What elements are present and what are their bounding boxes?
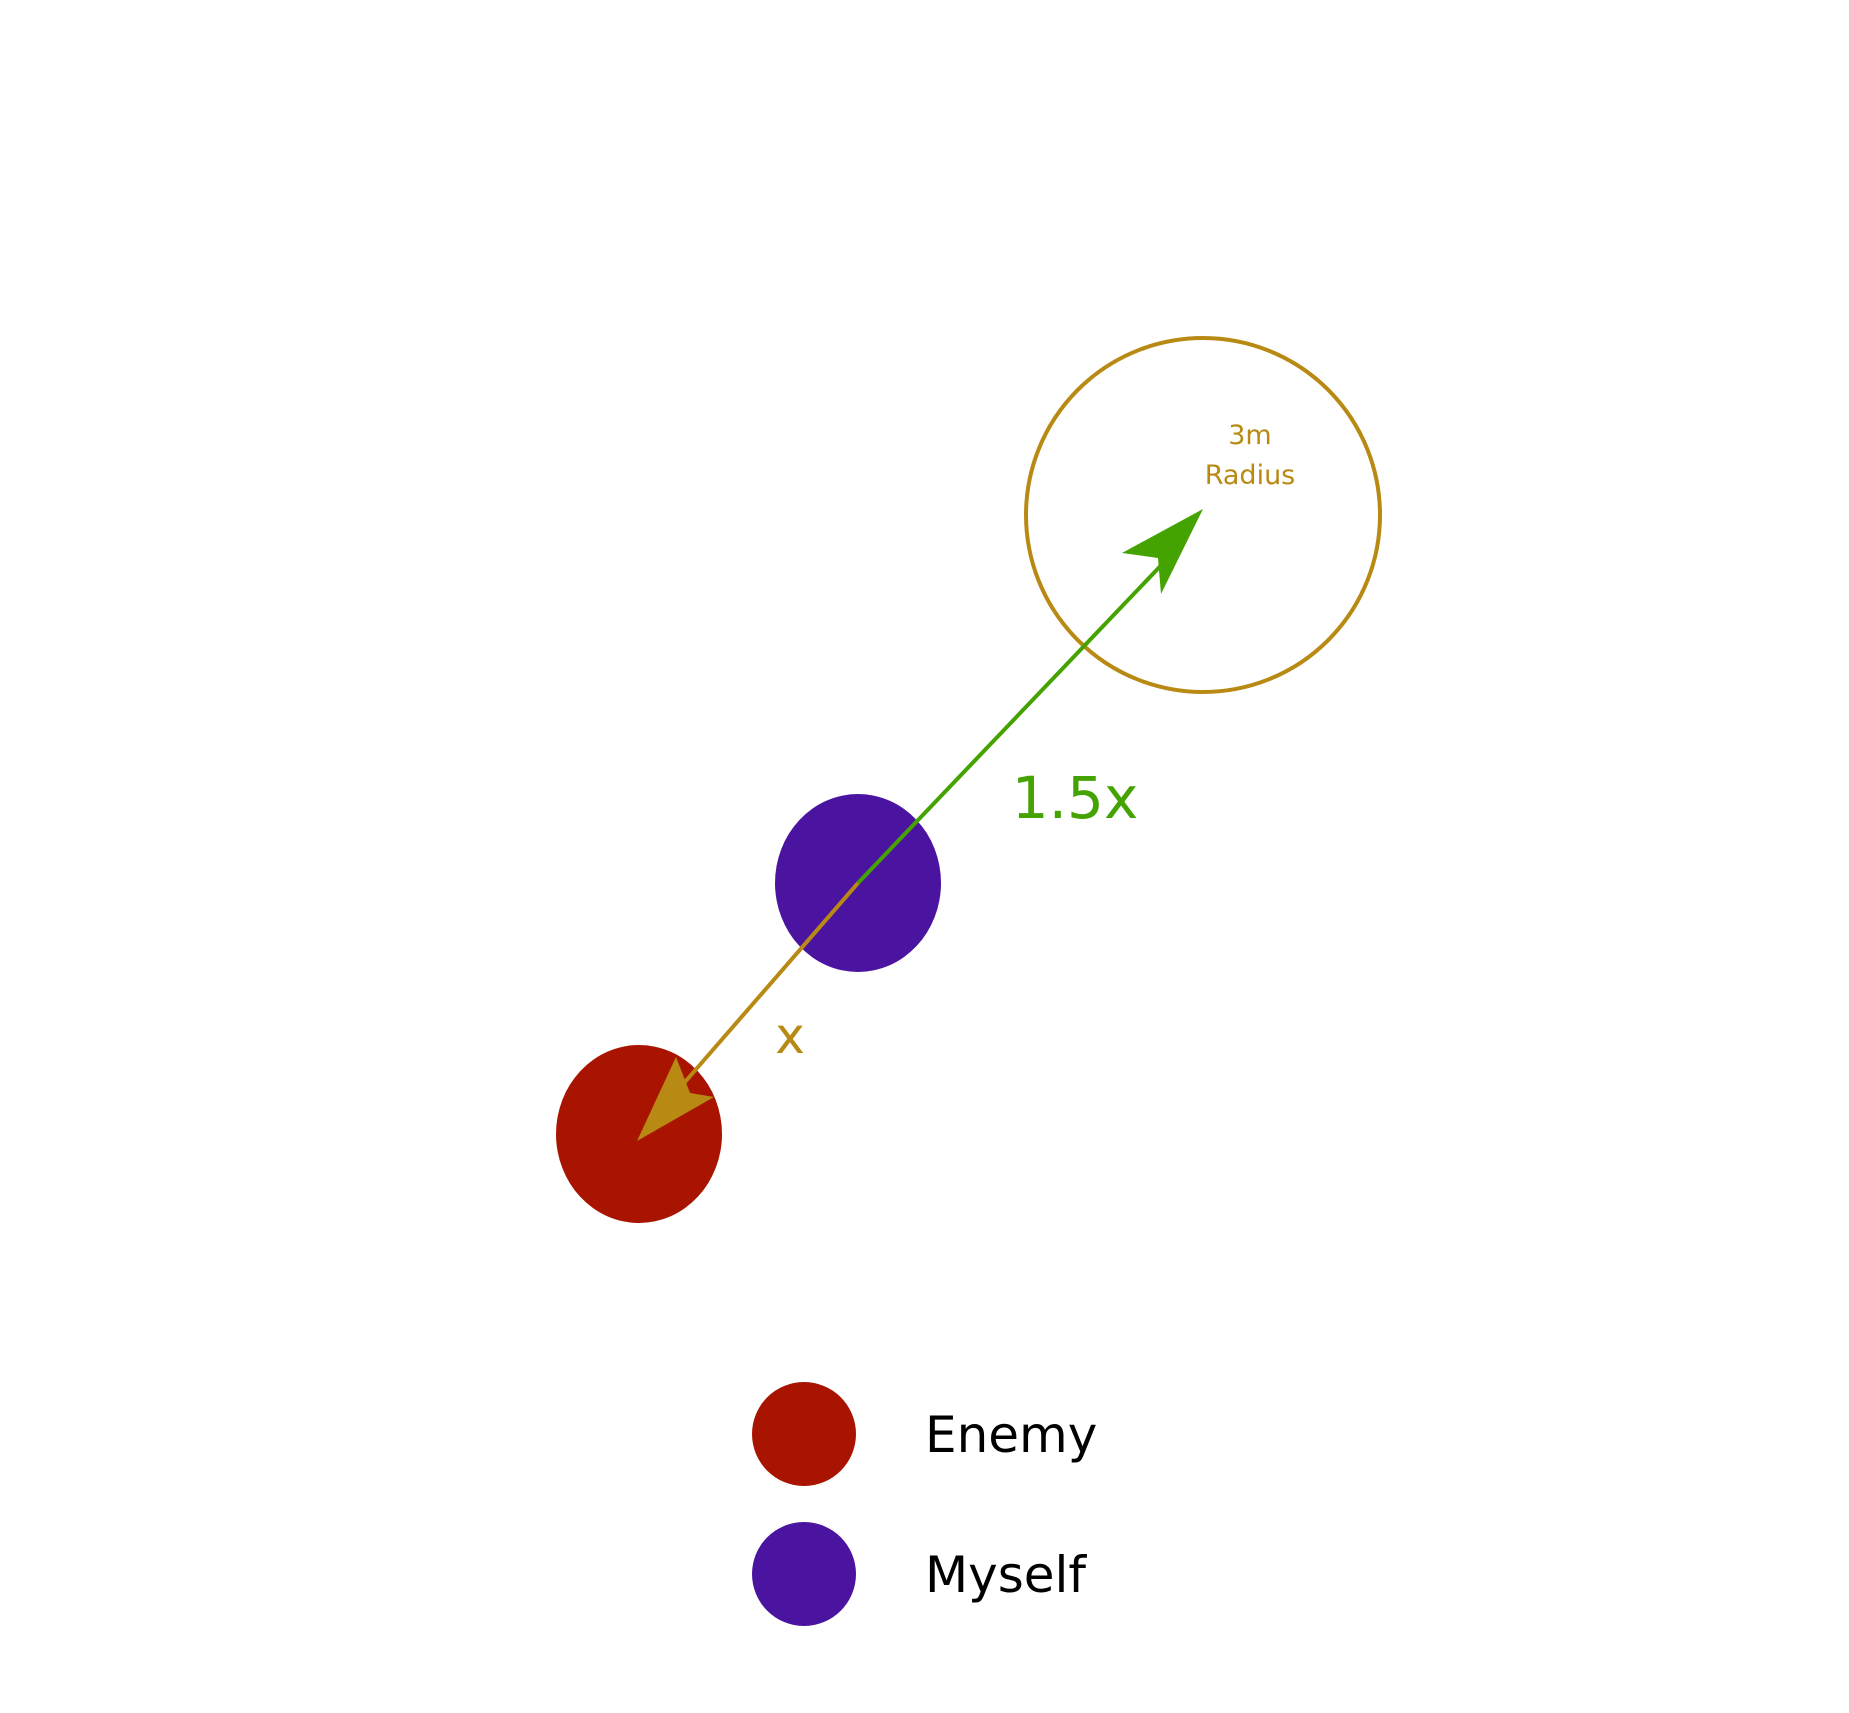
legend-label-myself: Myself	[925, 1546, 1087, 1604]
enemy-marker	[556, 1045, 722, 1223]
jump-distance-arrowhead	[1122, 509, 1203, 594]
enemy-distance-arrow	[637, 881, 860, 1141]
jump-distance-label: 1.5x	[1012, 764, 1139, 832]
enemy-distance-label: x	[775, 1007, 805, 1065]
enemy-distance-arrow-shaft	[676, 881, 860, 1092]
radius-label-line2: Radius	[1205, 460, 1296, 491]
legend: Enemy Myself	[752, 1382, 1097, 1626]
legend-swatch-enemy	[752, 1382, 856, 1486]
enemy-distance-arrowhead	[637, 1057, 714, 1141]
legend-label-enemy: Enemy	[925, 1406, 1097, 1464]
legend-item-enemy: Enemy	[752, 1382, 1097, 1486]
legend-swatch-myself	[752, 1522, 856, 1626]
legend-item-myself: Myself	[752, 1522, 1087, 1626]
radius-label-line1: 3m	[1228, 420, 1271, 451]
target-radius-ring	[1024, 336, 1382, 694]
jump-distance-arrow-shaft	[856, 554, 1172, 885]
jump-distance-arrow	[856, 509, 1203, 885]
